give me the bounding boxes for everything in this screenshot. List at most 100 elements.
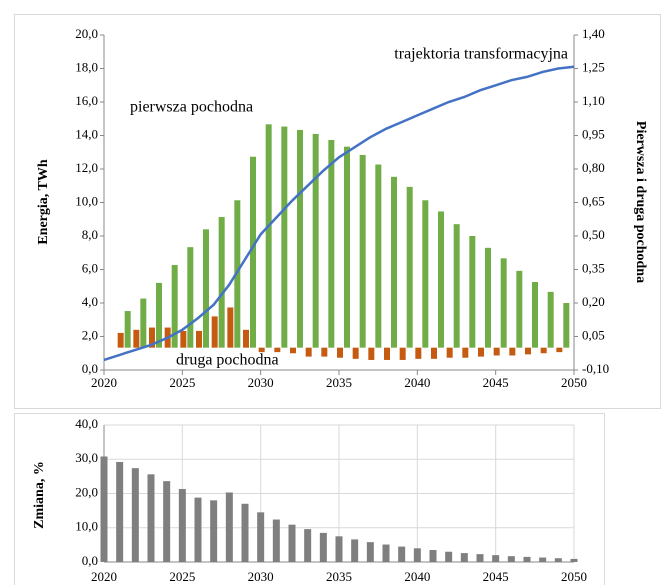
annotation: trajektoria transformacyjna — [394, 46, 568, 63]
bar — [171, 265, 178, 348]
x-tick-label: 2050 — [561, 375, 587, 390]
bar — [290, 347, 296, 354]
y-tick-label: 4,0 — [82, 294, 98, 309]
bar — [133, 329, 140, 348]
bar — [384, 347, 390, 360]
bar — [460, 553, 468, 562]
bar — [438, 211, 444, 348]
bar — [297, 129, 303, 348]
bar — [375, 164, 382, 348]
bar — [140, 298, 147, 348]
y-tick-label: 2,0 — [82, 327, 98, 342]
bar — [453, 224, 460, 348]
x-tick-label: 2035 — [326, 375, 352, 390]
x-tick-label: 2020 — [91, 375, 117, 390]
bottom-frame — [14, 413, 605, 585]
bar — [507, 556, 515, 562]
bar — [194, 497, 202, 562]
bar — [485, 247, 491, 348]
bar — [554, 558, 562, 562]
y-tick-label: 40,0 — [75, 416, 98, 431]
x-tick-label: 2025 — [169, 569, 195, 584]
bar — [258, 347, 265, 353]
y-axis-title: Zmiana, % — [32, 461, 47, 529]
bar — [366, 542, 374, 562]
x-tick-label: 2020 — [91, 569, 117, 584]
y2-tick-label: 0,20 — [582, 294, 605, 309]
bar — [398, 546, 406, 562]
bar — [243, 329, 249, 348]
y2-tick-label: -0,10 — [582, 361, 609, 376]
y-tick-label: 18,0 — [75, 59, 98, 74]
bar — [523, 556, 531, 562]
bar — [328, 139, 335, 348]
y-tick-label: 8,0 — [82, 227, 98, 242]
bar — [304, 529, 312, 562]
bar — [352, 347, 359, 359]
bar — [406, 186, 413, 348]
bar — [476, 554, 484, 562]
bar — [570, 558, 578, 562]
bar — [321, 347, 328, 357]
y2-tick-label: 0,65 — [582, 193, 605, 208]
bar — [478, 347, 484, 357]
bar — [241, 503, 249, 562]
y-tick-label: 10,0 — [75, 193, 98, 208]
bar — [250, 156, 256, 348]
bar — [305, 347, 312, 357]
y2-tick-label: 1,25 — [582, 59, 605, 74]
bar — [319, 532, 327, 562]
x-tick-label: 2040 — [404, 569, 430, 584]
bar — [368, 347, 375, 360]
bar — [117, 332, 124, 348]
bar — [500, 258, 507, 348]
bar — [211, 316, 218, 348]
y-tick-label: 30,0 — [75, 450, 98, 465]
bar — [429, 550, 437, 562]
bar — [539, 557, 547, 562]
y-tick-label: 0,0 — [82, 553, 98, 568]
y-tick-label: 20,0 — [75, 26, 98, 41]
bar — [131, 468, 139, 562]
bar — [337, 347, 343, 358]
bar — [446, 347, 453, 358]
bar — [272, 519, 280, 562]
y2-tick-label: 1,40 — [582, 26, 605, 41]
bar — [413, 548, 421, 562]
bar — [203, 229, 209, 348]
bar — [178, 489, 186, 562]
bar — [462, 347, 469, 358]
x-tick-label: 2050 — [561, 569, 587, 584]
y2-tick-label: 0,50 — [582, 227, 605, 242]
bar — [124, 311, 131, 348]
bar — [382, 544, 390, 562]
y2-tick-label: 1,10 — [582, 93, 605, 108]
x-tick-label: 2040 — [404, 375, 430, 390]
y2-tick-label: 0,95 — [582, 126, 605, 141]
bar — [227, 307, 234, 348]
y2-axis-title: Pierwsza i druga pochodna — [633, 121, 648, 283]
bar — [180, 330, 187, 348]
annotation: pierwsza pochodna — [130, 99, 253, 116]
bar — [210, 500, 218, 562]
bar — [563, 303, 570, 348]
x-tick-label: 2045 — [483, 375, 509, 390]
bar — [492, 555, 500, 562]
bar — [493, 347, 500, 356]
y-tick-label: 14,0 — [75, 126, 98, 141]
y-axis-title: Energia, TWh — [36, 159, 51, 245]
y2-tick-label: 0,05 — [582, 327, 605, 342]
bar — [540, 347, 547, 354]
annotation: druga pochodna — [176, 352, 279, 369]
bar — [351, 539, 359, 562]
bar — [218, 217, 225, 348]
bar — [547, 291, 554, 348]
bar — [431, 347, 437, 359]
bar — [415, 347, 422, 359]
bar — [156, 282, 162, 348]
bar — [422, 200, 429, 348]
bar — [274, 347, 281, 353]
y-tick-label: 12,0 — [75, 160, 98, 175]
x-tick-label: 2030 — [248, 569, 274, 584]
